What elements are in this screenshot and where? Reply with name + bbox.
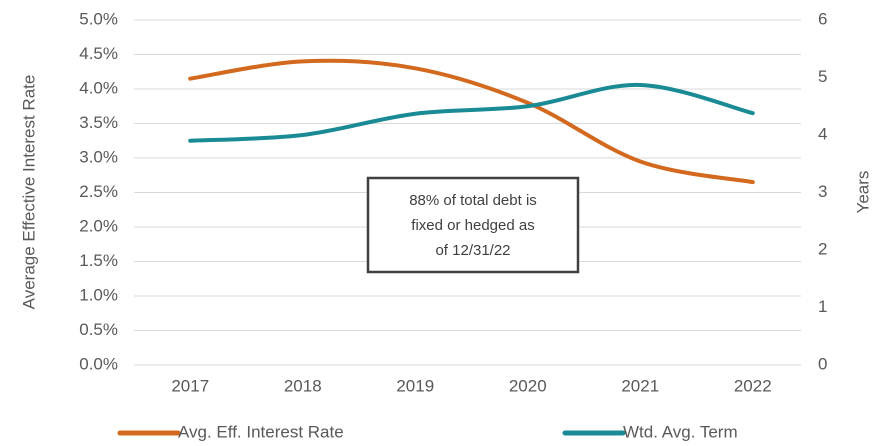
- annotation-box: [366, 176, 580, 274]
- y-tick-label: 1.0%: [79, 285, 118, 304]
- x-tick-label: 2021: [621, 376, 659, 395]
- legend-label: Avg. Eff. Interest Rate: [178, 422, 344, 441]
- y2-tick-label: 5: [818, 67, 827, 86]
- legend-label: Wtd. Avg. Term: [623, 422, 738, 441]
- annotation-text: 88% of total debt is: [409, 192, 537, 209]
- y-tick-label: 0.0%: [79, 354, 118, 373]
- y-axis-title: Average Effective Interest Rate: [19, 75, 38, 310]
- annotation-text: fixed or hedged as: [411, 217, 534, 234]
- y-tick-label: 2.0%: [79, 216, 118, 235]
- y-tick-label: 3.0%: [79, 147, 118, 166]
- y-tick-label: 1.5%: [79, 251, 118, 270]
- y-tick-label: 3.5%: [79, 113, 118, 132]
- series-line: [188, 82, 755, 143]
- y2-axis-title: Years: [853, 171, 872, 214]
- y-tick-label: 0.5%: [79, 320, 118, 339]
- series-line: [188, 58, 755, 185]
- y2-tick-label: 1: [818, 297, 827, 316]
- y2-tick-label: 6: [818, 9, 827, 28]
- y2-tick-label: 3: [818, 182, 827, 201]
- y-tick-label: 5.0%: [79, 9, 118, 28]
- x-tick-label: 2019: [396, 376, 434, 395]
- x-tick-label: 2018: [284, 376, 322, 395]
- y-tick-label: 2.5%: [79, 182, 118, 201]
- y2-tick-label: 4: [818, 124, 827, 143]
- y-tick-label: 4.0%: [79, 78, 118, 97]
- x-tick-label: 2022: [734, 376, 772, 395]
- x-tick-label: 2017: [171, 376, 209, 395]
- y-tick-label: 4.5%: [79, 44, 118, 63]
- y2-tick-label: 2: [818, 239, 827, 258]
- x-tick-label: 2020: [509, 376, 547, 395]
- y2-tick-label: 0: [818, 354, 827, 373]
- annotation-text: of 12/31/22: [435, 242, 510, 259]
